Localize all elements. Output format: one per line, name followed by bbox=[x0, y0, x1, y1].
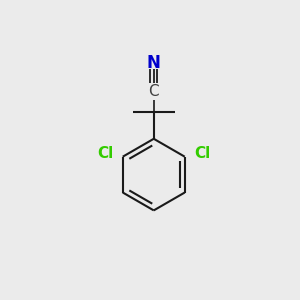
Text: N: N bbox=[147, 54, 161, 72]
Text: Cl: Cl bbox=[97, 146, 113, 161]
Text: C: C bbox=[148, 84, 159, 99]
Text: Cl: Cl bbox=[194, 146, 210, 161]
